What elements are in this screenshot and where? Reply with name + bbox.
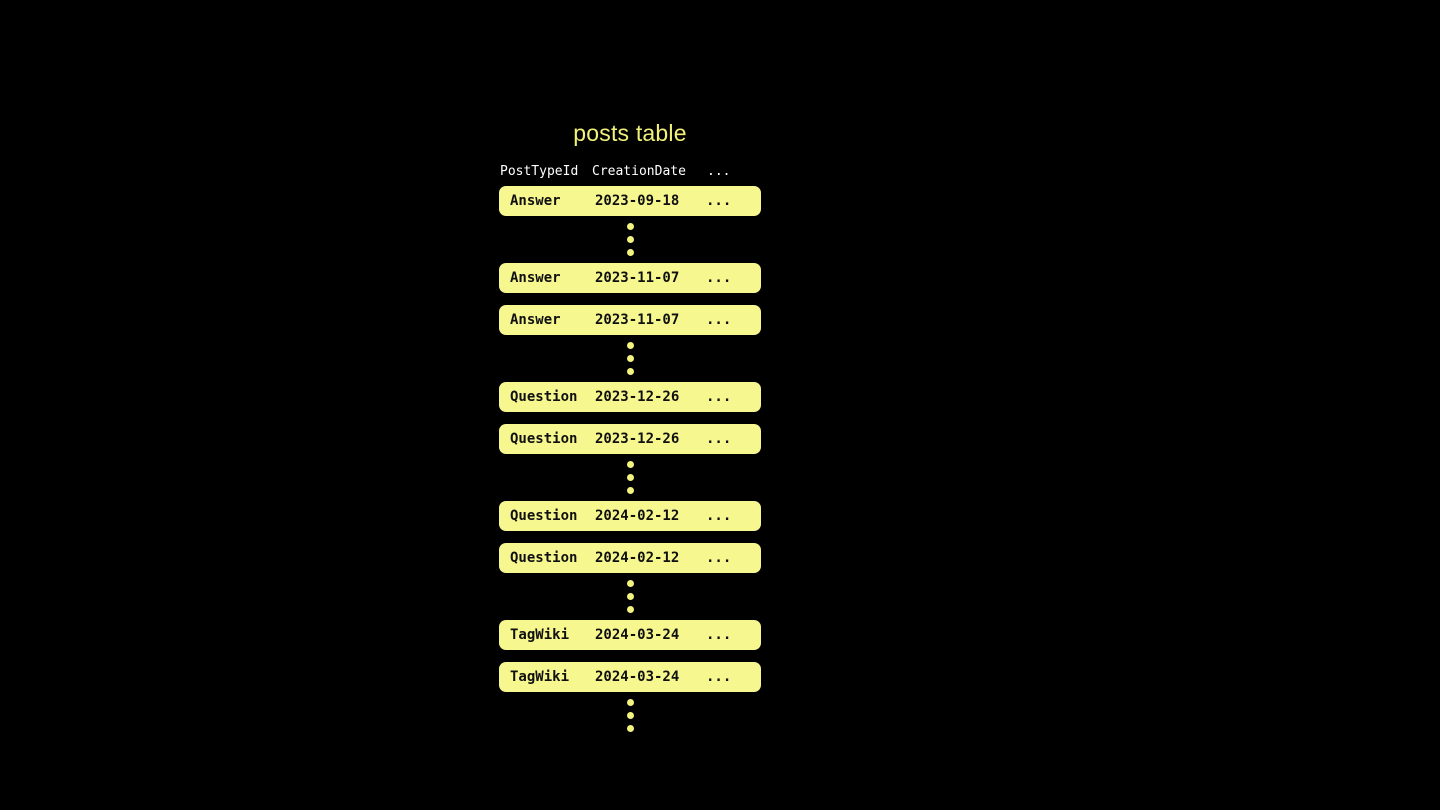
cell-more: ... bbox=[706, 312, 732, 328]
cell-post-type-id: Answer bbox=[510, 312, 561, 328]
ellipsis-dot bbox=[626, 487, 634, 494]
cell-creation-date: 2023-09-18 bbox=[595, 193, 680, 209]
table-row[interactable]: Answer 2023-11-07... bbox=[499, 305, 761, 335]
cell-creation-date: 2023-11-07 bbox=[595, 270, 680, 286]
cell-post-type-id: Question bbox=[510, 431, 578, 447]
ellipsis-dot bbox=[626, 368, 634, 375]
cell-post-type-id: TagWiki bbox=[510, 669, 570, 685]
cell-creation-date: 2023-12-26 bbox=[595, 431, 680, 447]
cell-post-type-id: Question bbox=[510, 508, 578, 524]
ellipsis-dot bbox=[626, 699, 634, 706]
ellipsis-dot bbox=[626, 593, 634, 600]
cell-more: ... bbox=[706, 389, 732, 405]
table-row[interactable]: TagWiki 2024-03-24... bbox=[499, 620, 761, 650]
ellipsis-dot bbox=[626, 249, 634, 256]
cell-creation-date: 2024-02-12 bbox=[595, 508, 680, 524]
cell-more: ... bbox=[706, 669, 732, 685]
ellipsis-dot bbox=[626, 712, 634, 719]
ellipsis-dot bbox=[626, 342, 634, 349]
cell-more: ... bbox=[706, 550, 732, 566]
column-header-more: ... bbox=[707, 163, 731, 179]
cell-more: ... bbox=[706, 270, 732, 286]
table-row[interactable]: Answer 2023-11-07... bbox=[499, 263, 761, 293]
table-row[interactable]: TagWiki 2024-03-24... bbox=[499, 662, 761, 692]
cell-creation-date: 2024-03-24 bbox=[595, 627, 680, 643]
cell-post-type-id: Answer bbox=[510, 193, 561, 209]
cell-post-type-id: TagWiki bbox=[510, 627, 570, 643]
ellipsis-dot bbox=[626, 223, 634, 230]
cell-creation-date: 2023-12-26 bbox=[595, 389, 680, 405]
ellipsis-dot bbox=[626, 474, 634, 481]
cell-more: ... bbox=[706, 431, 732, 447]
cell-more: ... bbox=[706, 193, 732, 209]
column-header-post-type-id: PostTypeId bbox=[500, 163, 579, 179]
vertical-ellipsis bbox=[499, 335, 761, 382]
column-header-creation-date: CreationDate bbox=[592, 163, 686, 179]
table-row[interactable]: Question 2023-12-26... bbox=[499, 382, 761, 412]
table-row[interactable]: Question 2023-12-26... bbox=[499, 424, 761, 454]
table-header-row: PostTypeId CreationDate ... bbox=[499, 162, 761, 180]
cell-creation-date: 2023-11-07 bbox=[595, 312, 680, 328]
ellipsis-dot bbox=[626, 236, 634, 243]
cell-post-type-id: Answer bbox=[510, 270, 561, 286]
ellipsis-dot bbox=[626, 580, 634, 587]
vertical-ellipsis bbox=[499, 216, 761, 263]
cell-post-type-id: Question bbox=[510, 389, 578, 405]
table-row[interactable]: Question 2024-02-12... bbox=[499, 501, 761, 531]
cell-more: ... bbox=[706, 627, 732, 643]
cell-creation-date: 2024-03-24 bbox=[595, 669, 680, 685]
table-row[interactable]: Question 2024-02-12... bbox=[499, 543, 761, 573]
table-body: Answer 2023-09-18... Answer 2023-11-07... An… bbox=[499, 186, 761, 739]
cell-creation-date: 2024-02-12 bbox=[595, 550, 680, 566]
ellipsis-dot bbox=[626, 461, 634, 468]
vertical-ellipsis bbox=[499, 692, 761, 739]
posts-table: posts table PostTypeId CreationDate ... … bbox=[499, 118, 761, 739]
ellipsis-dot bbox=[626, 725, 634, 732]
vertical-ellipsis bbox=[499, 573, 761, 620]
table-row[interactable]: Answer 2023-09-18... bbox=[499, 186, 761, 216]
page-title: posts table bbox=[573, 120, 687, 146]
cell-more: ... bbox=[706, 508, 732, 524]
vertical-ellipsis bbox=[499, 454, 761, 501]
ellipsis-dot bbox=[626, 606, 634, 613]
cell-post-type-id: Question bbox=[510, 550, 578, 566]
ellipsis-dot bbox=[626, 355, 634, 362]
